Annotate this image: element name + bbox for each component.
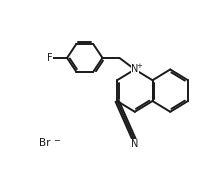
Text: Br: Br (39, 138, 51, 148)
Text: −: − (53, 136, 60, 145)
Text: N: N (131, 64, 138, 74)
Text: N: N (131, 139, 138, 149)
Text: F: F (47, 53, 53, 63)
Text: +: + (136, 63, 142, 69)
